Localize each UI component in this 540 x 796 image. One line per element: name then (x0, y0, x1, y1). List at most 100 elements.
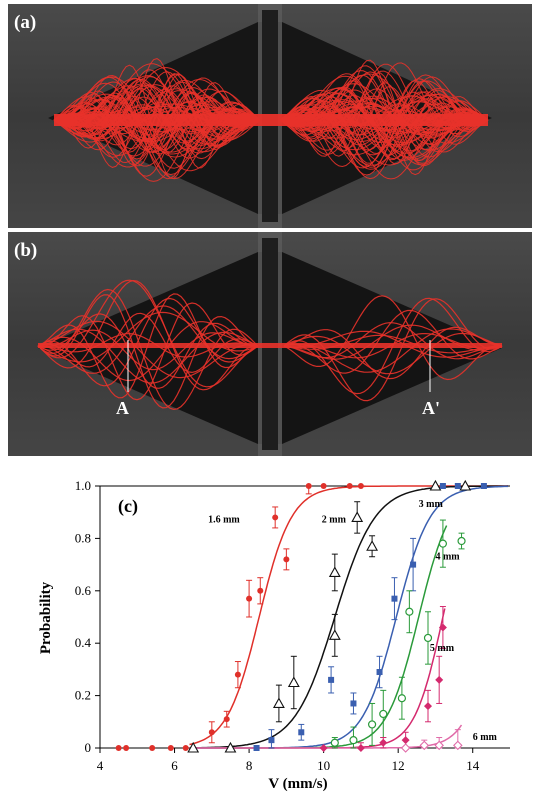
data-point (454, 483, 461, 489)
data-point (223, 716, 230, 723)
trajectory-line (53, 75, 261, 147)
marker-label-a-prime: A' (422, 398, 440, 418)
data-point (287, 676, 300, 688)
y-tick-label: 0.2 (75, 688, 91, 703)
data-point (123, 745, 130, 751)
data-point (457, 536, 466, 546)
x-tick-label: 6 (171, 758, 178, 773)
data-point (391, 595, 398, 602)
data-point (401, 736, 410, 745)
trajectory-line (37, 305, 259, 374)
data-point (438, 539, 448, 548)
data-point (397, 694, 407, 703)
trajectory-line (37, 297, 259, 387)
trajectory-line (53, 87, 261, 150)
data-point (439, 483, 446, 489)
y-tick-label: 0 (85, 740, 92, 755)
trajectory-line (279, 103, 489, 166)
data-point (379, 738, 388, 747)
data-point (410, 561, 417, 568)
trajectory-line (279, 95, 489, 166)
trajectory-line (283, 309, 503, 374)
data-point (167, 745, 174, 751)
trajectory-photo-a: (a) (8, 4, 532, 228)
data-point (272, 514, 279, 521)
data-point (459, 479, 472, 491)
data-point (434, 740, 444, 751)
data-point (376, 669, 383, 676)
trajectory-line (279, 89, 489, 180)
chart-series-labels: 1.6 mm 2 mm 3 mm 4 mm 5 mm 6 mm (208, 499, 497, 743)
trajectory-line (53, 92, 261, 152)
trajectory-line (37, 329, 258, 371)
probability-chart: 4 6 8 10 12 14 0 0.2 0.4 0.6 0.8 1.0 1.6 mm 2 mm 3 mm… (38, 478, 510, 792)
trajectory-line (37, 279, 259, 388)
trajectory-line (279, 91, 489, 155)
data-point (328, 676, 335, 683)
data-point (328, 566, 341, 578)
y-tick-label: 0.4 (75, 635, 92, 650)
chart-frame (99, 485, 510, 749)
data-point (208, 729, 215, 736)
data-point (283, 556, 290, 563)
data-point (330, 738, 339, 747)
data-point (346, 483, 353, 489)
data-point (405, 607, 414, 616)
y-axis-label: Probability (38, 581, 54, 654)
trajectory-line (279, 71, 489, 158)
trajectory-line (37, 321, 259, 382)
data-point (115, 745, 122, 751)
y-tick-label: 1.0 (75, 478, 91, 493)
series-label: 4 mm (435, 551, 460, 562)
trajectory-line (279, 62, 489, 168)
trajectory-core (54, 114, 488, 126)
data-point (305, 483, 312, 489)
trajectory-line (53, 82, 261, 176)
data-point (320, 483, 327, 489)
panel-label-c: (c) (118, 496, 138, 517)
data-point (429, 479, 442, 491)
trajectory-line (53, 76, 261, 172)
data-point (453, 740, 463, 751)
trajectory-line (37, 279, 259, 391)
panel-label-b: (b) (14, 240, 37, 261)
data-point (246, 595, 253, 602)
data-point (480, 483, 487, 489)
trajectory-line (37, 294, 259, 409)
data-point (182, 745, 189, 751)
trajectory-core (38, 343, 502, 348)
trajectory-line (53, 67, 261, 143)
data-point (438, 623, 447, 632)
data-point (350, 700, 357, 707)
trajectory-line (283, 332, 503, 375)
trajectory-line (279, 93, 489, 156)
data-point (349, 736, 358, 745)
trajectory-line (279, 95, 489, 139)
data-point (366, 540, 379, 551)
data-point (319, 744, 328, 752)
trajectory-line (283, 326, 503, 380)
trajectory-line (279, 94, 489, 151)
series-label: 1.6 mm (208, 515, 240, 526)
trajectory-line (37, 302, 259, 401)
x-tick-label: 4 (97, 758, 104, 773)
trajectory-line (53, 73, 261, 166)
series-label: 6 mm (473, 732, 498, 743)
data-point (224, 741, 237, 753)
data-point (257, 587, 264, 594)
data-point (435, 675, 444, 684)
trajectory-line (283, 330, 503, 358)
data-point (400, 743, 411, 753)
trajectory-line (283, 334, 503, 354)
data-point (367, 720, 377, 729)
trajectory-line (283, 295, 503, 381)
x-tick-label: 8 (246, 758, 253, 773)
data-point (419, 740, 430, 751)
trajectory-line (283, 328, 503, 373)
data-point (149, 745, 156, 751)
data-point (268, 737, 275, 744)
marker-label-a: A (116, 398, 129, 418)
x-tick-label: 14 (466, 758, 480, 773)
data-point (351, 511, 364, 522)
trajectory-line (279, 87, 489, 170)
